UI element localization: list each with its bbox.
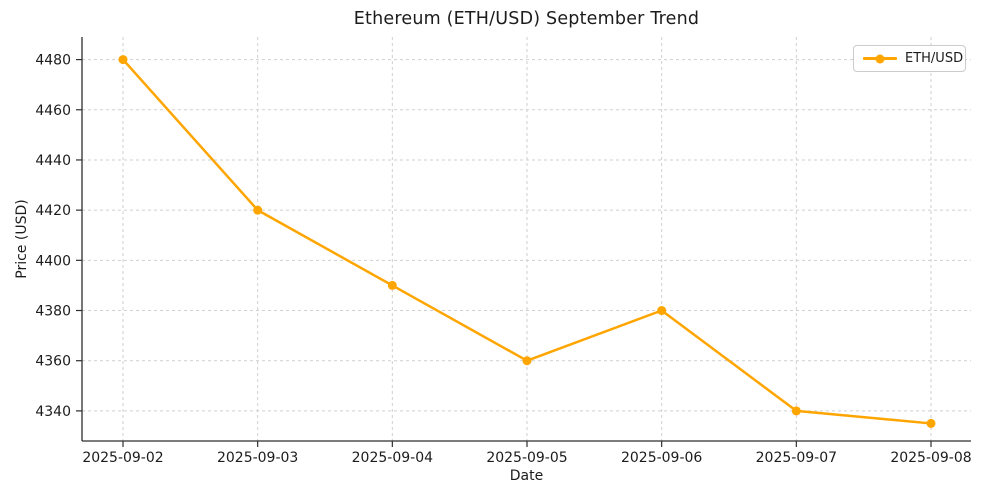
y-tick-label: 4340: [35, 404, 71, 420]
x-tick-label: 2025-09-05: [486, 450, 567, 466]
chart-title: Ethereum (ETH/USD) September Trend: [353, 9, 700, 29]
y-tick-label: 4400: [35, 253, 71, 269]
y-tick-label: 4440: [35, 153, 71, 169]
data-point-marker: [791, 406, 801, 416]
legend-label: ETH/USD: [905, 51, 964, 66]
y-tick-label: 4480: [35, 53, 71, 69]
x-axis-label: Date: [509, 468, 544, 484]
legend-marker-icon: [875, 54, 885, 63]
x-tick-label: 2025-09-04: [352, 450, 433, 466]
y-tick-label: 4380: [35, 304, 71, 320]
y-tick-label: 4360: [35, 354, 71, 370]
y-axis-label: Price (USD): [14, 199, 30, 279]
x-tick-label: 2025-09-07: [756, 450, 837, 466]
x-tick-label: 2025-09-08: [890, 450, 971, 466]
data-point-marker: [253, 205, 263, 215]
data-point-marker: [118, 55, 128, 65]
y-tick-label: 4460: [35, 103, 71, 119]
legend-line-swatch: [863, 54, 897, 63]
x-tick-label: 2025-09-06: [621, 450, 702, 466]
data-point-marker: [522, 356, 532, 366]
legend: ETH/USD: [853, 45, 966, 72]
x-tick-label: 2025-09-03: [217, 450, 298, 466]
data-point-marker: [926, 418, 936, 428]
y-tick-label: 4420: [35, 203, 71, 219]
data-point-marker: [387, 280, 397, 290]
data-point-marker: [657, 306, 667, 316]
x-tick-label: 2025-09-02: [82, 450, 163, 466]
